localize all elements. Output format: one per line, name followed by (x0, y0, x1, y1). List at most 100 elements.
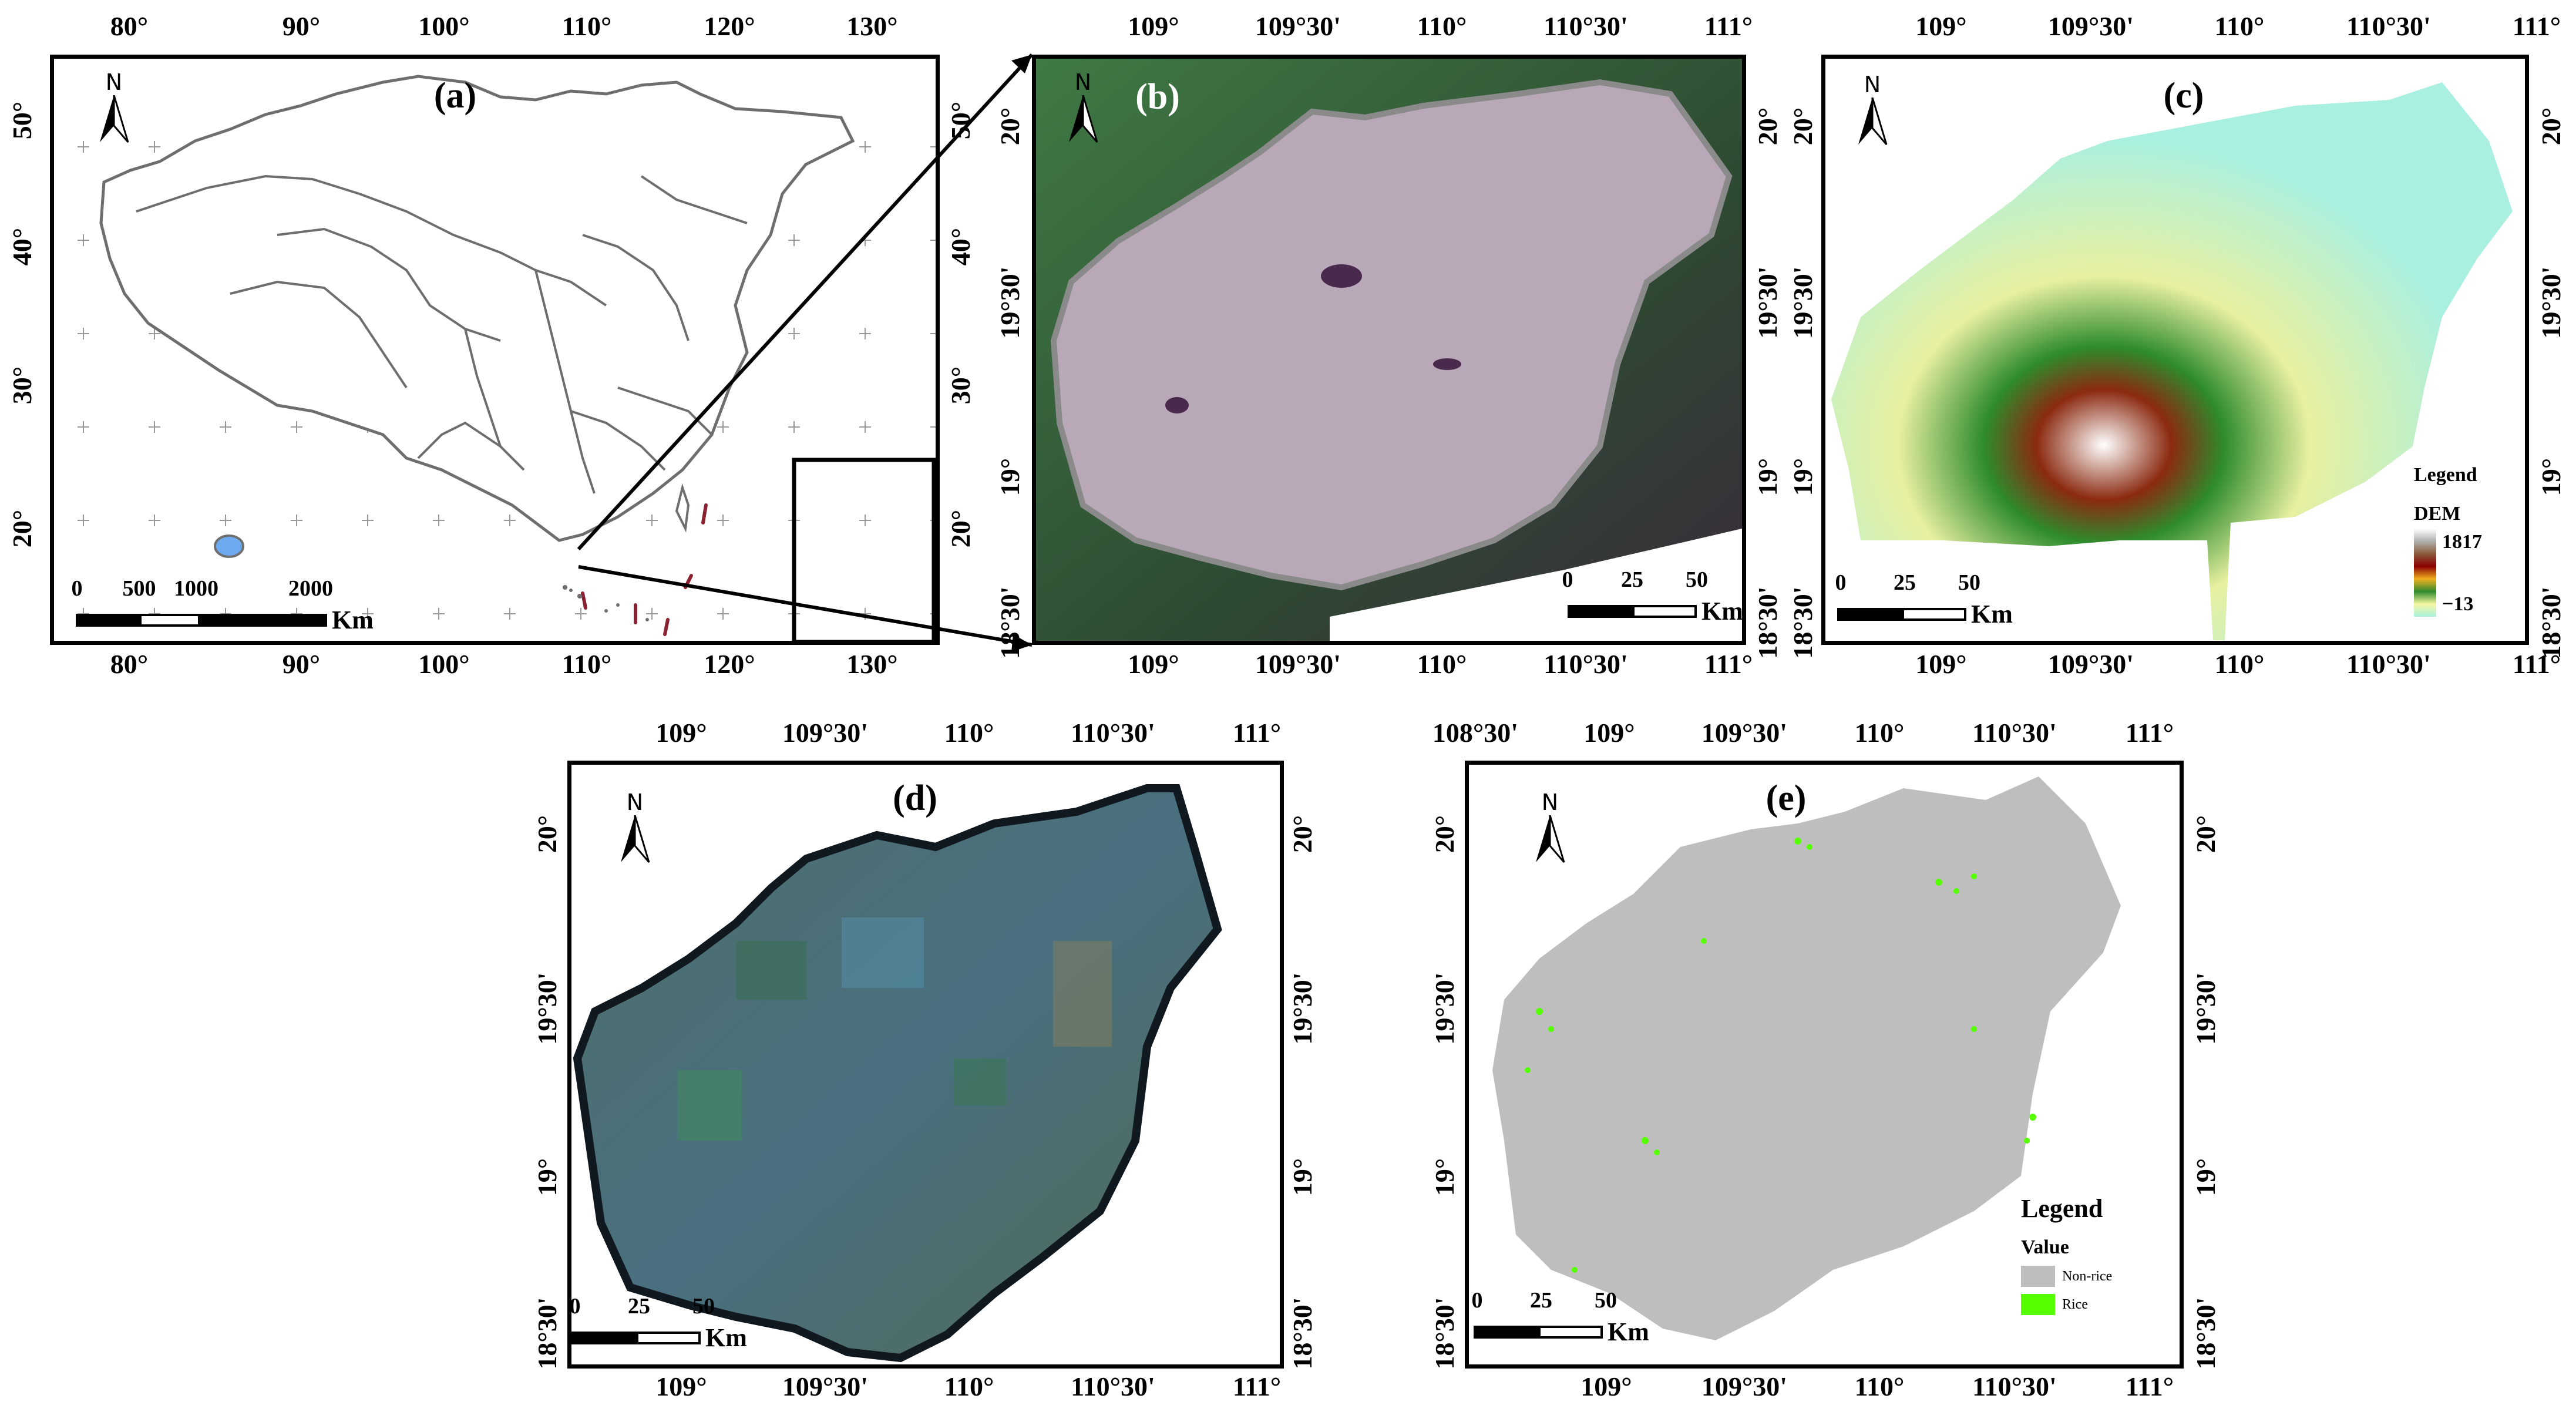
tick-left: 18°30' (1788, 586, 1818, 659)
north-arrow-icon (1069, 95, 1098, 143)
tick-bottom: 130° (846, 649, 898, 679)
tick-right: 19°30' (1287, 972, 1317, 1045)
north-arrow-d: N (617, 789, 653, 874)
tick-left: 20° (1430, 815, 1459, 853)
optical-mosaic (573, 784, 1222, 1363)
tick-right: 20° (2191, 815, 2221, 853)
rice-patches (1525, 838, 2036, 1273)
map-frame-c: (c) N 0 25 50 Km Legend DEM (1821, 55, 2529, 645)
tick-left: 19°30' (1430, 972, 1459, 1045)
tick-top: 111° (2125, 718, 2174, 748)
tick-bottom: 110°30' (1972, 1371, 2057, 1401)
panel-label-e: (e) (1765, 778, 1807, 818)
tick-top: 108°30' (1432, 718, 1519, 748)
tick-right: 18°30' (1287, 1297, 1317, 1370)
tick-top: 80° (110, 11, 149, 41)
tick-right: 20° (2536, 107, 2566, 146)
panel-label-c: (c) (2163, 76, 2204, 116)
tick-right: 18°30' (1753, 586, 1783, 659)
tick-top: 110°30' (1071, 718, 1155, 748)
rice-swatch (2021, 1294, 2055, 1315)
tick-top: 110° (561, 11, 612, 41)
tick-bottom: 110° (1417, 649, 1467, 679)
tick-bottom: 111° (2125, 1371, 2174, 1401)
tick-top: 109° (1583, 718, 1635, 748)
tick-bottom: 109° (1128, 649, 1179, 679)
tick-left: 19° (995, 458, 1025, 496)
tick-bottom: 109° (1580, 1371, 1632, 1401)
tick-top: 130° (846, 11, 898, 41)
tick-top: 110°30' (1543, 11, 1628, 41)
tick-right: 20° (1287, 815, 1317, 853)
map-frame-d: (d) N 0 25 50 Km (567, 761, 1284, 1369)
north-arrow-icon (1536, 815, 1565, 863)
tick-bottom: 110°30' (1071, 1371, 1155, 1401)
north-arrow-icon (621, 815, 650, 863)
tick-right: 19°30' (2536, 266, 2566, 339)
north-label: N (105, 69, 123, 95)
tick-bottom: 120° (704, 649, 755, 679)
tick-bottom: 109°30' (2047, 649, 2134, 679)
tick-top: 100° (418, 11, 470, 41)
tick-right: 19° (1287, 1158, 1317, 1196)
reservoirs (1165, 264, 1461, 413)
tick-bottom: 111° (1232, 1371, 1282, 1401)
tick-top: 109° (655, 718, 707, 748)
tick-top: 110° (2214, 11, 2265, 41)
tick-top: 90° (282, 11, 321, 41)
province-boundaries (136, 174, 748, 494)
tick-bottom: 90° (282, 649, 321, 679)
south-sea-islands (563, 585, 649, 621)
taiwan-outline (675, 483, 690, 533)
map-frame-e: (e) N 0 25 50 Km Legend Value (1465, 761, 2184, 1369)
tick-bottom: 109°30' (782, 1371, 869, 1401)
tick-left: 18°30' (532, 1297, 562, 1370)
scale-bar-c: 0 25 50 Km (1835, 570, 2013, 628)
tick-bottom: 110° (944, 1371, 994, 1401)
non-rice-swatch (2021, 1266, 2055, 1287)
tick-top: 109°30' (2047, 11, 2134, 41)
tick-left: 18°30' (995, 586, 1025, 659)
tick-top: 109°30' (782, 718, 869, 748)
north-arrow-icon (100, 95, 129, 143)
tick-left: 19°30' (995, 266, 1025, 339)
tick-bottom: 111° (2512, 649, 2561, 679)
hainan-dem (1831, 82, 2513, 640)
tick-right: 19° (2536, 458, 2566, 496)
dem-legend: Legend DEM 1817 −13 (2414, 464, 2489, 617)
tick-bottom: 110°30' (2346, 649, 2431, 679)
tick-bottom: 80° (110, 649, 149, 679)
dem-min: −13 (2442, 593, 2474, 615)
panel-label-a: (a) (433, 76, 477, 116)
south-china-sea-inset (792, 458, 936, 641)
tick-left: 20° (532, 815, 562, 853)
tick-left: 19° (1430, 1158, 1459, 1196)
tick-top: 110°30' (2346, 11, 2431, 41)
dem-color-ramp (2414, 529, 2436, 617)
scale-bar-b: 0 25 50 Km (1562, 567, 1743, 626)
legend-subtitle: Value (2021, 1236, 2069, 1258)
legend-item-non-rice: Non-rice (2021, 1266, 2112, 1287)
map-frame-b: (b) N 0 25 50 Km (1032, 55, 1746, 645)
tick-top: 110° (944, 718, 994, 748)
legend-item-rice: Rice (2021, 1294, 2112, 1315)
legend-title: Legend (2414, 464, 2477, 486)
hainan-classified (1492, 776, 2121, 1340)
tick-right: 18°30' (2536, 586, 2566, 659)
tick-left: 19°30' (1788, 266, 1818, 339)
map-frame-a: (a) N 0 500 1000 2000 Km (50, 55, 940, 645)
tick-bottom: 109° (655, 1371, 707, 1401)
legend-title: Legend (2021, 1194, 2103, 1223)
tick-right: 19°30' (1753, 266, 1783, 339)
north-arrow-a: N (96, 69, 132, 154)
north-arrow-b: N (1065, 69, 1101, 154)
tick-top: 111° (2512, 11, 2561, 41)
tick-top: 111° (1704, 11, 1753, 41)
tick-bottom: 109°30' (1701, 1371, 1788, 1401)
tick-bottom: 109° (1915, 649, 1967, 679)
tick-left: 18°30' (1430, 1297, 1459, 1370)
tick-bottom: 110° (2214, 649, 2265, 679)
tick-right: 18°30' (2191, 1297, 2221, 1370)
tick-left: 19° (532, 1158, 562, 1196)
